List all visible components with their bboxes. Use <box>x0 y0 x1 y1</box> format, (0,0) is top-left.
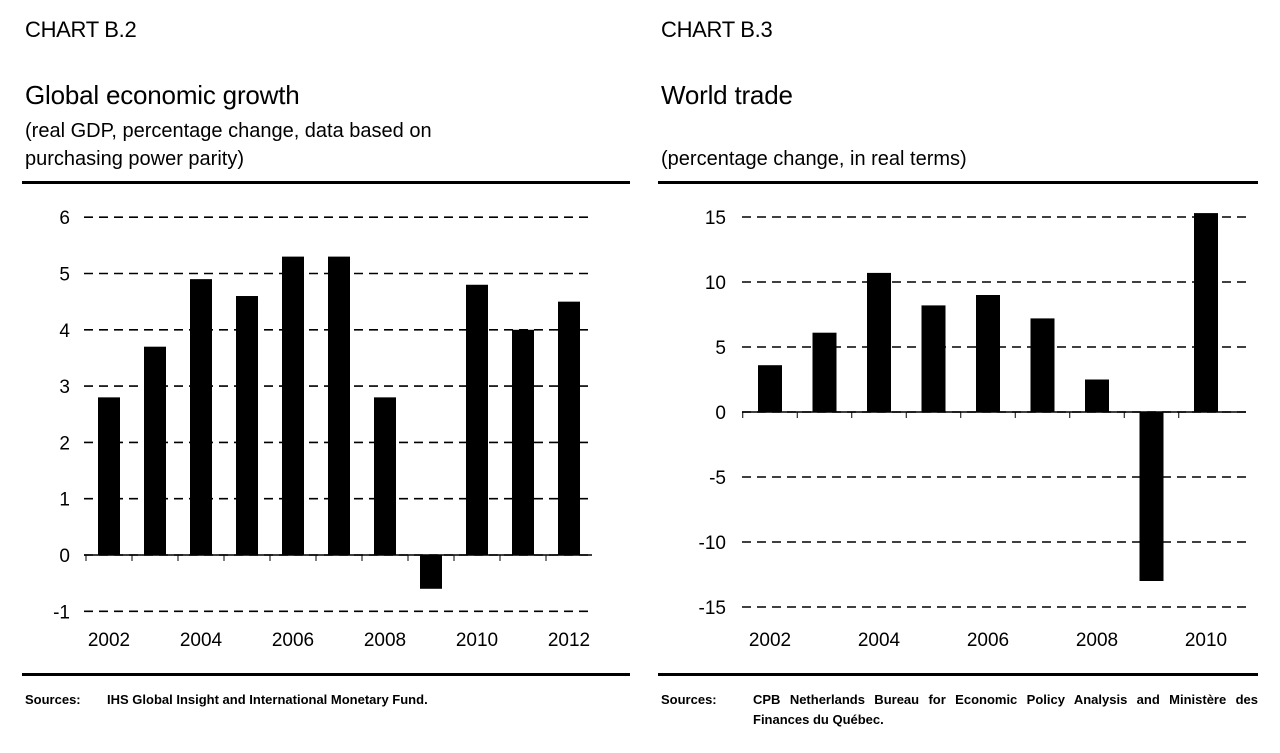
source-text: IHS Global Insight and International Mon… <box>107 692 428 707</box>
bar-2004 <box>190 279 212 555</box>
y-tick-label: 10 <box>705 273 726 294</box>
y-tick-label: 3 <box>59 377 70 398</box>
x-tick-label: 2008 <box>364 630 406 651</box>
bar-2002 <box>98 397 120 555</box>
bar-2008 <box>1085 379 1109 412</box>
x-tick-label: 2006 <box>272 630 314 651</box>
chart-number: CHART B.2 <box>25 17 137 42</box>
chart-title: Global economic growth <box>25 80 300 110</box>
y-tick-label: 2 <box>59 433 70 454</box>
bar-2008 <box>374 397 396 555</box>
chart-subtitle: (percentage change, in real terms) <box>661 148 967 170</box>
top-rule <box>658 181 1258 184</box>
y-tick-label: 6 <box>59 208 70 229</box>
x-tick-label: 2010 <box>456 630 498 651</box>
x-tick-label: 2006 <box>967 630 1009 651</box>
y-tick-label: 5 <box>59 265 70 286</box>
bar-2004 <box>867 272 891 412</box>
y-tick-label: 5 <box>715 338 726 359</box>
bar-2003 <box>144 346 166 555</box>
chart-panel-b3: CHART B.3 World trade (percentage change… <box>658 0 1258 753</box>
bar-2006 <box>976 295 1000 412</box>
source-label: Sources: <box>25 692 81 707</box>
y-tick-label: -10 <box>699 533 726 554</box>
bar-2012 <box>558 301 580 555</box>
x-tick-label: 2002 <box>88 630 130 651</box>
x-tick-label: 2004 <box>180 630 223 651</box>
y-tick-label: 0 <box>59 546 70 567</box>
chart-title: World trade <box>661 80 793 110</box>
y-tick-label: -5 <box>709 468 726 489</box>
bottom-rule <box>22 673 630 676</box>
bar-2005 <box>236 296 258 555</box>
bottom-rule <box>658 673 1258 676</box>
bar-2010 <box>1194 213 1218 412</box>
x-tick-label: 2004 <box>858 630 901 651</box>
bar-2006 <box>282 256 304 555</box>
bar-2007 <box>1030 318 1055 412</box>
top-rule <box>22 181 630 184</box>
bar-chart-global-growth: 6 5 4 3 2 1 0 -1 2002 2004 2006 2008 2010 2012 <box>53 208 592 651</box>
bar-2007 <box>328 256 350 555</box>
source-text: CPB Netherlands Bureau for Economic Poli… <box>753 692 1258 727</box>
y-tick-label: -1 <box>53 602 70 623</box>
bar-2009 <box>420 555 442 589</box>
chart-panel-b2: CHART B.2 Global economic growth (real G… <box>22 0 630 753</box>
chart-number: CHART B.3 <box>661 17 773 42</box>
bar-2003 <box>812 332 837 412</box>
x-tick-label: 2008 <box>1076 630 1118 651</box>
bar-2011 <box>512 329 534 555</box>
x-tick-label: 2010 <box>1185 630 1227 651</box>
y-tick-label: 4 <box>59 321 70 342</box>
bar-2010 <box>466 284 488 555</box>
y-tick-label: 1 <box>59 490 70 511</box>
y-tick-label: 0 <box>715 403 726 424</box>
bar-2002 <box>758 365 782 412</box>
bar-2009 <box>1139 412 1164 581</box>
x-tick-label: 2002 <box>749 630 791 651</box>
y-tick-label: 15 <box>705 208 726 229</box>
y-tick-label: -15 <box>699 598 726 619</box>
bar-2005 <box>921 305 946 412</box>
x-tick-label: 2012 <box>548 630 590 651</box>
bar-chart-world-trade: 15 10 5 0 -5 -10 -15 2002 2004 2006 2008 2010 <box>699 208 1246 651</box>
chart-subtitle: (real GDP, percentage change, data based… <box>25 120 432 170</box>
source-label: Sources: <box>661 692 717 707</box>
